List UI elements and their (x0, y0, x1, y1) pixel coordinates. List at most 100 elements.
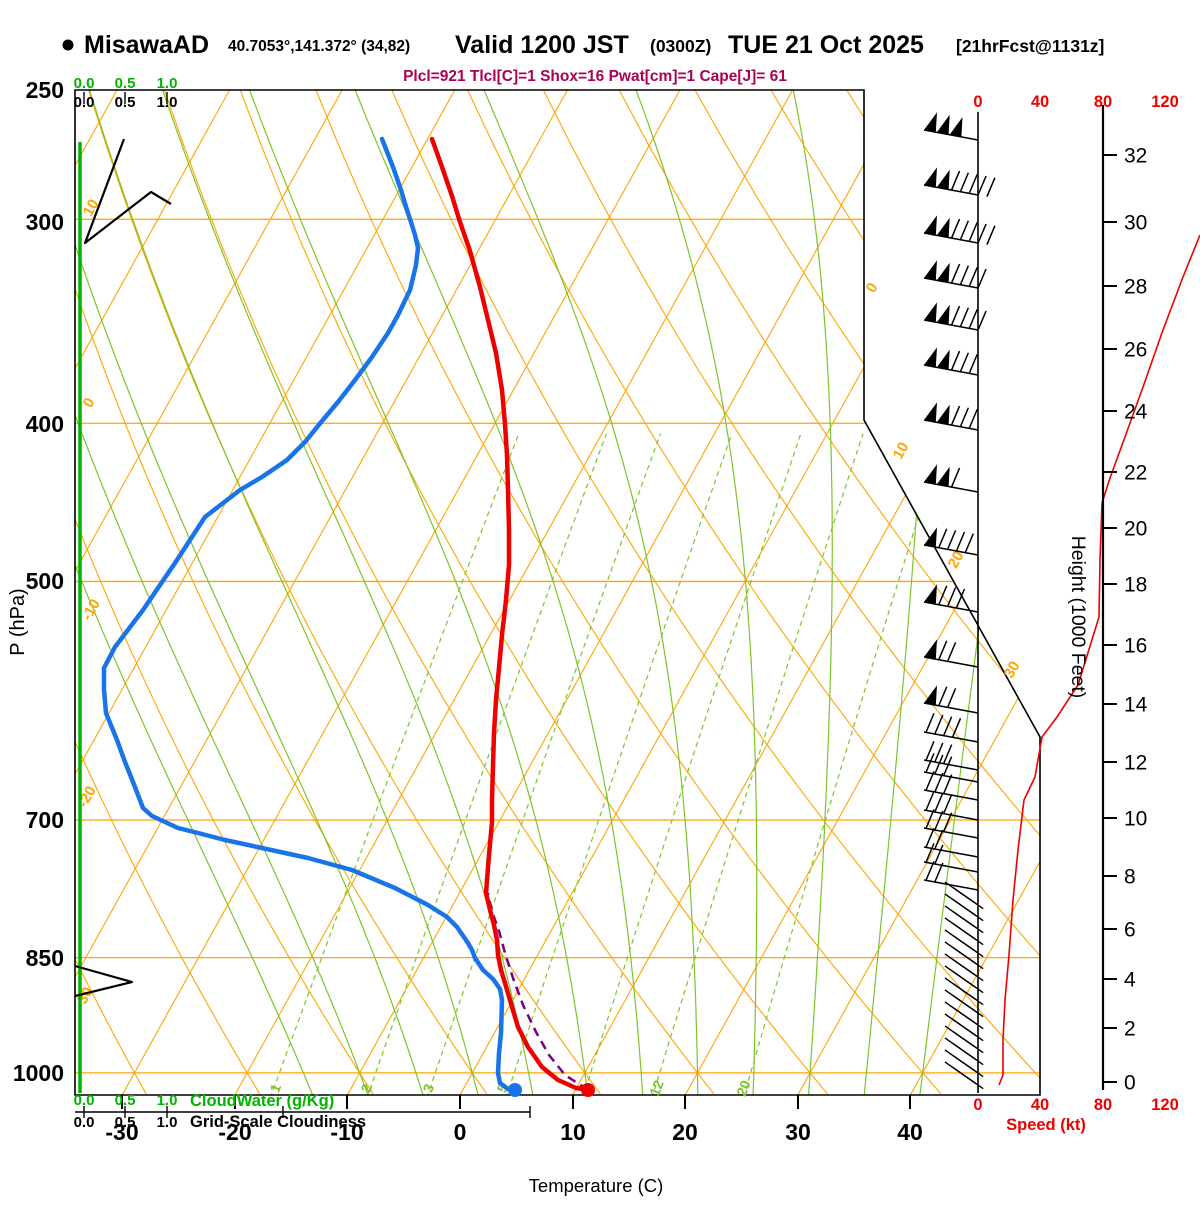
height-tick-label: 10 (1124, 808, 1147, 831)
wind-barb-feather (939, 529, 947, 548)
wind-barb-feather (944, 775, 952, 794)
wind-barb-pennant (924, 584, 937, 604)
dry-adiabat-line (392, 90, 1055, 1094)
temperature-tick-label: 10 (560, 1119, 586, 1145)
wind-barb (924, 402, 978, 430)
generated-chart-layers: 100-10-20-300102030123581220250300400500… (0, 77, 1200, 1145)
isotherm-label: 10 (890, 439, 913, 462)
wind-barb-feather (952, 468, 960, 487)
wind-barb-pennant (937, 305, 950, 325)
wind-barb-pennant (924, 302, 937, 322)
wind-barb-pennant (937, 170, 950, 190)
wind-barb-pennant (924, 347, 937, 367)
wind-barb-feather (926, 861, 934, 880)
wind-barb-staff (924, 880, 978, 890)
wind-barb (924, 584, 978, 612)
wind-barb-feather (948, 642, 956, 661)
temperature-axis-title: Temperature (C) (529, 1175, 664, 1196)
pressure-tick-label: 250 (26, 77, 64, 103)
dry-adiabat-line (543, 90, 1200, 1094)
moist-adiabat-line (480, 80, 698, 1098)
speed-axis-title: Speed (kt) (1006, 1116, 1086, 1134)
wind-barb-feather (939, 586, 947, 605)
cloudiness-scale-1: 1.0 (157, 94, 178, 111)
dewpoint-curve (104, 139, 508, 1089)
wind-barb-feather (960, 221, 968, 240)
background-grid (0, 80, 1200, 1098)
cloudiness-profile-line (85, 139, 171, 243)
valid-date: TUE 21 Oct 2025 (728, 31, 924, 59)
mixing-ratio-line (506, 434, 732, 1098)
wind-barb-feather (969, 174, 977, 193)
wind-barb-pennant (937, 350, 950, 370)
wind-barb-pennant (924, 167, 937, 187)
wind-barb-pennant (924, 260, 937, 280)
cloudwater-scale-05: 0.5 (115, 75, 136, 92)
wind-barb-feather (965, 534, 973, 553)
wind-barb-feather (978, 176, 986, 195)
isotherm-label: 0 (80, 395, 99, 411)
speed-tick-label-top: 80 (1094, 93, 1112, 111)
speed-tick-label-top: 40 (1031, 93, 1049, 111)
temperature-tick-label: 30 (785, 1119, 811, 1145)
speed-tick-label-bottom: 0 (973, 1096, 982, 1114)
isotherm-line (573, 90, 1131, 1095)
pressure-tick-label: 850 (26, 945, 64, 971)
height-tick-label: 28 (1124, 276, 1147, 299)
isotherm-label: 0 (863, 280, 882, 296)
wind-barb-feather (944, 795, 952, 814)
wind-barb-feather (960, 353, 968, 372)
height-tick-label: 12 (1124, 752, 1147, 775)
wind-barb-feather (952, 406, 960, 425)
wind-barb-feather (960, 266, 968, 285)
height-tick-label: 18 (1124, 574, 1147, 597)
isotherm-line (0, 90, 4, 1095)
cloudiness-scale-0: 0.0 (74, 94, 95, 111)
wind-barb-pennant (950, 117, 963, 137)
moist-adiabat-line (24, 80, 424, 1098)
wind-barb-pennant (937, 115, 950, 135)
cloudwater-title: CloudWater (g/Kg) (190, 1092, 334, 1110)
height-tick-label: 24 (1124, 401, 1148, 424)
wind-barb-staff (924, 732, 978, 742)
height-tick-label: 14 (1124, 694, 1148, 717)
mixing-ratio-line (427, 434, 661, 1098)
height-tick-label: 26 (1124, 339, 1147, 362)
mixing-ratio-line (367, 434, 607, 1098)
speed-tick-label-top: 0 (973, 93, 982, 111)
wind-barb-feather (969, 267, 977, 286)
wind-barb-feather (952, 219, 960, 238)
wind-barb-staff (924, 760, 978, 770)
height-tick-label: 0 (1124, 1072, 1136, 1095)
wind-barb-feather (960, 308, 968, 327)
isotherm-line (347, 90, 905, 1095)
surface-dewpoint-dot (508, 1083, 522, 1097)
wind-barb-feather (952, 306, 960, 325)
wind-barb-pennant (924, 215, 937, 235)
temperature-curve (432, 139, 583, 1089)
wind-barb-feather (935, 863, 943, 882)
moist-adiabat-line (159, 80, 533, 1098)
station-name: MisawaAD (84, 31, 209, 59)
forecast-tag: [21hrFcst@1131z] (956, 36, 1104, 56)
wind-barb-feather (948, 688, 956, 707)
wind-barb-feather (935, 773, 943, 792)
height-tick-label: 22 (1124, 462, 1147, 485)
wind-barb-pennant (924, 639, 937, 659)
pressure-tick-label: 400 (26, 411, 64, 437)
moist-adiabat-line (633, 80, 757, 1098)
wind-barb (924, 464, 978, 492)
speed-tick-label-bottom: 40 (1031, 1096, 1049, 1114)
speed-tick-label-top: 120 (1151, 93, 1179, 111)
wind-barb (924, 639, 978, 667)
wind-barb-pennant (924, 112, 937, 132)
cloudwater-scale-0: 0.0 (74, 75, 95, 92)
wind-barb-feather (969, 409, 977, 428)
pressure-tick-label: 300 (26, 209, 64, 235)
dry-adiabat-line (619, 90, 1200, 1094)
wind-barb-feather (978, 311, 986, 330)
wind-barb-feather (969, 309, 977, 328)
cloudiness-title: Grid-Scale Cloudiness (190, 1113, 366, 1131)
wind-barb-feather (978, 269, 986, 288)
